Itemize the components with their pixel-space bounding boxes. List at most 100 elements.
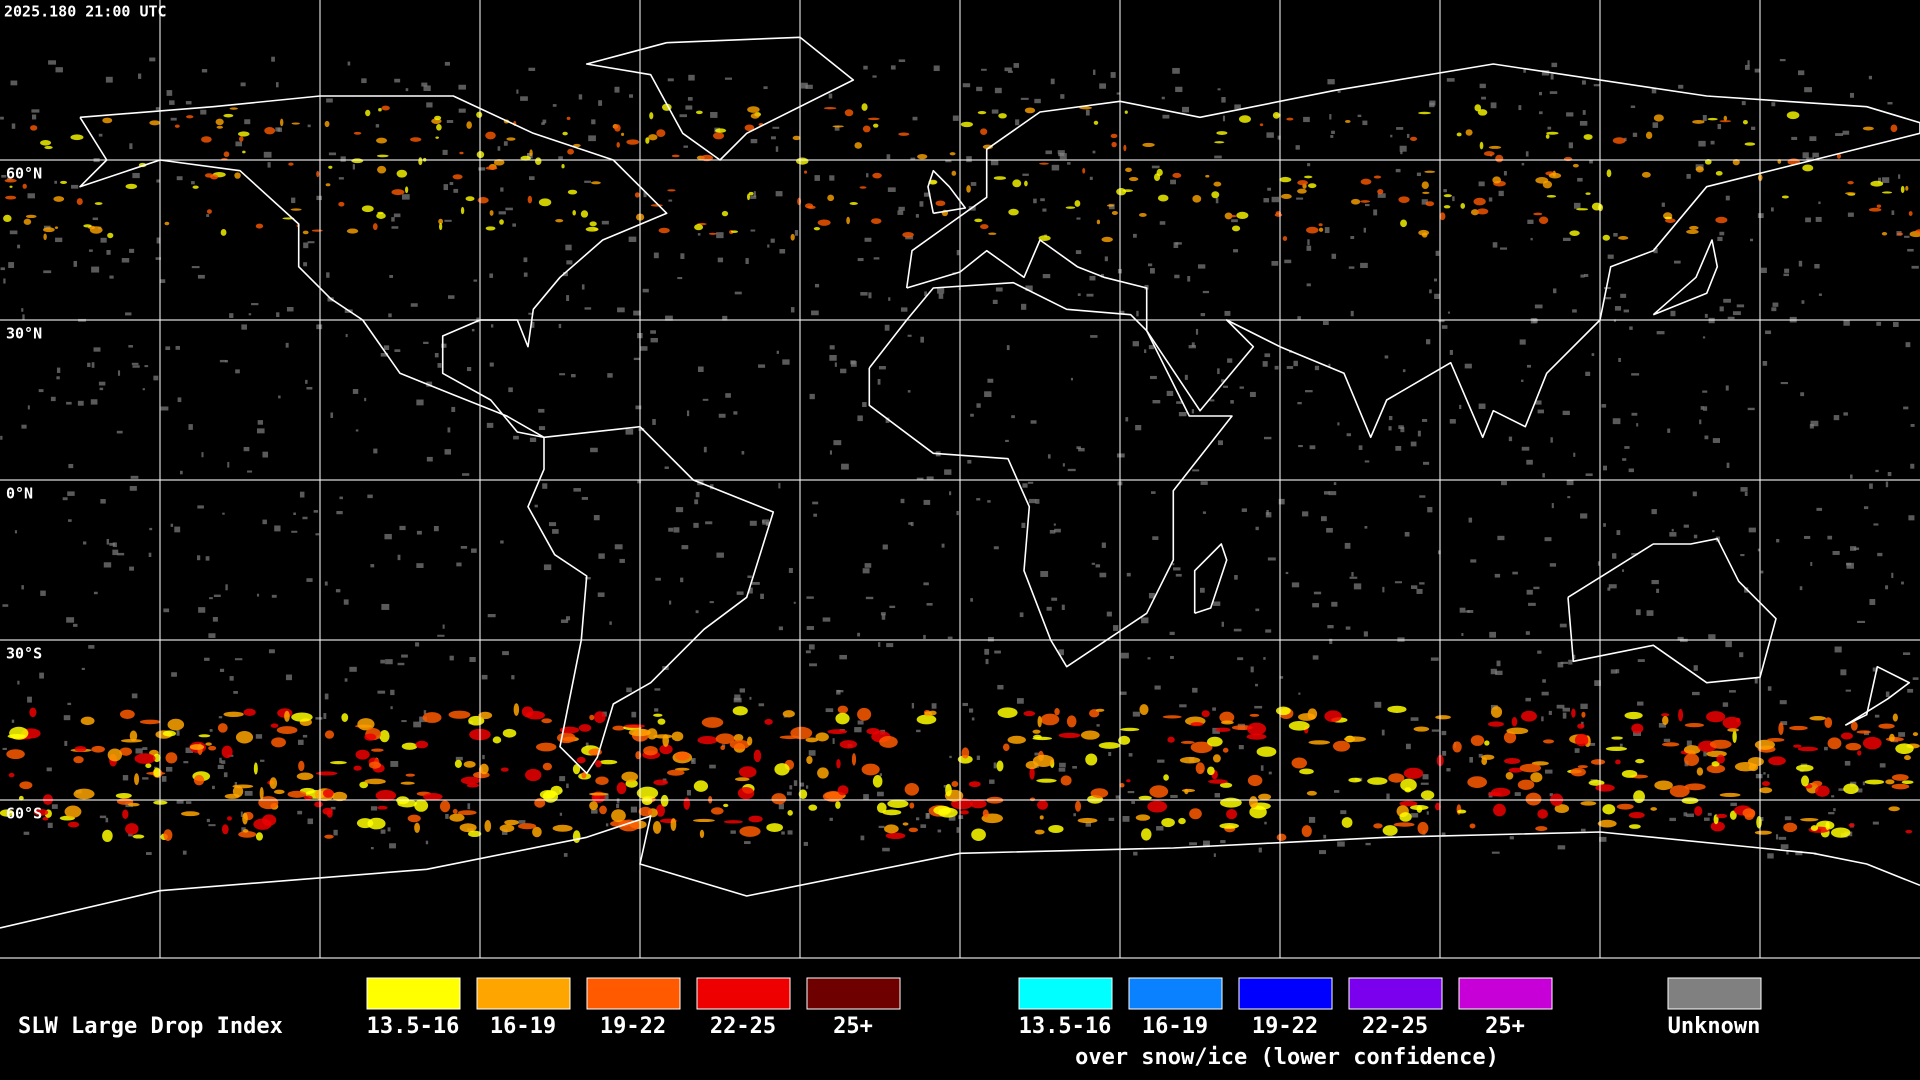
slw-patch	[1570, 767, 1586, 777]
cloud-speck	[1740, 554, 1745, 557]
slw-patch	[1079, 106, 1093, 110]
cloud-speck	[1303, 116, 1310, 123]
slw-patch	[1157, 194, 1169, 202]
slw-patch	[697, 735, 718, 745]
cloud-speck	[128, 345, 133, 348]
cloud-speck	[962, 702, 968, 707]
slw-patch	[1034, 829, 1045, 835]
cloud-speck	[990, 160, 999, 166]
cloud-speck	[1799, 586, 1803, 591]
cloud-speck	[1007, 70, 1013, 73]
cloud-speck	[56, 376, 60, 380]
cloud-speck	[106, 538, 109, 545]
cloud-speck	[527, 152, 531, 159]
slw-patch	[581, 771, 587, 779]
slw-patch	[1605, 746, 1628, 751]
cloud-speck	[512, 223, 516, 227]
cloud-speck	[1108, 752, 1112, 757]
cloud-speck	[185, 747, 194, 754]
cloud-speck	[552, 529, 559, 534]
cloud-speck	[1200, 313, 1206, 317]
cloud-speck	[441, 343, 447, 348]
cloud-speck	[299, 491, 305, 498]
cloud-speck	[591, 809, 598, 814]
slw-patch	[1215, 727, 1231, 732]
cloud-speck	[191, 266, 200, 269]
cloud-speck	[697, 233, 701, 236]
cloud-speck	[1077, 293, 1081, 296]
cloud-speck	[145, 852, 152, 855]
slw-patch	[1525, 792, 1542, 806]
cloud-speck	[1067, 162, 1071, 165]
slw-patch	[1653, 114, 1664, 122]
slw-patch	[1032, 754, 1055, 767]
cloud-speck	[1729, 690, 1736, 693]
cloud-speck	[1526, 364, 1532, 368]
cloud-speck	[1263, 436, 1272, 440]
slw-patch	[291, 122, 300, 125]
slw-patch	[790, 233, 795, 241]
slw-patch	[846, 216, 851, 225]
slw-patch	[1715, 216, 1728, 224]
cloud-speck	[695, 610, 699, 614]
cloud-speck	[508, 387, 513, 393]
coastline	[905, 63, 1920, 439]
slw-patch	[916, 714, 937, 725]
cloud-speck	[749, 520, 757, 526]
cloud-speck	[1845, 689, 1852, 692]
cloud-speck	[1046, 606, 1052, 611]
cloud-speck	[1034, 98, 1041, 104]
cloud-speck	[1297, 401, 1302, 405]
slw-patch	[94, 202, 103, 205]
cloud-speck	[1192, 469, 1200, 472]
slw-patch	[298, 760, 305, 772]
cloud-speck	[1220, 840, 1226, 844]
cloud-speck	[1818, 293, 1822, 296]
slw-patch	[898, 132, 910, 136]
cloud-speck	[832, 738, 835, 744]
slw-patch	[1845, 192, 1856, 195]
cloud-speck	[562, 271, 568, 277]
legend-label: 22-25	[1362, 1014, 1428, 1039]
cloud-speck	[137, 73, 142, 79]
slw-patch	[1141, 828, 1152, 841]
cloud-speck	[744, 841, 751, 845]
cloud-speck	[217, 764, 224, 770]
slw-patch	[9, 185, 13, 188]
legend-label: 22-25	[710, 1014, 776, 1039]
cloud-speck	[578, 94, 583, 100]
cloud-speck	[1258, 847, 1262, 853]
cloud-speck	[235, 369, 240, 374]
slw-patch	[504, 819, 519, 826]
slw-patch	[1488, 791, 1502, 797]
cloud-speck	[367, 494, 373, 499]
cloud-speck	[1573, 654, 1576, 660]
legend-swatch	[1348, 977, 1443, 1010]
cloud-speck	[1879, 763, 1886, 768]
cloud-speck	[233, 690, 238, 694]
cloud-speck	[1703, 406, 1708, 411]
cloud-speck	[1419, 582, 1425, 585]
cloud-speck	[352, 389, 359, 394]
slw-patch	[813, 226, 821, 231]
slw-patch	[977, 110, 987, 115]
cloud-speck	[473, 279, 478, 282]
cloud-speck	[1362, 120, 1368, 126]
cloud-speck	[1765, 330, 1772, 335]
cloud-speck	[1420, 782, 1429, 785]
cloud-speck	[1021, 303, 1027, 310]
slw-patch	[499, 219, 504, 225]
slw-patch	[1457, 809, 1467, 814]
slw-patch	[400, 781, 415, 785]
slw-patch	[243, 708, 256, 717]
slw-patch	[210, 174, 219, 180]
cloud-speck	[1885, 481, 1889, 488]
slw-patch	[695, 110, 703, 115]
slw-patch	[1307, 183, 1317, 189]
cloud-speck	[1656, 588, 1660, 593]
cloud-speck	[1212, 727, 1220, 734]
legend-swatch	[1667, 977, 1762, 1010]
cloud-speck	[1670, 310, 1676, 317]
slw-patch	[164, 221, 170, 226]
cloud-speck	[860, 835, 865, 841]
